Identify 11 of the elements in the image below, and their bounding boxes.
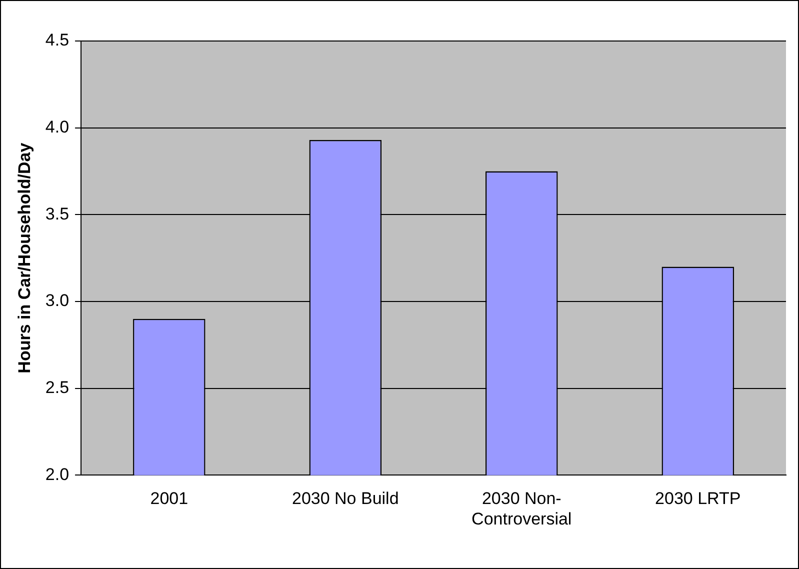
y-tick-label: 2.5: [45, 378, 70, 398]
y-tick-label: 2.0: [45, 464, 70, 484]
y-tick-label: 3.0: [45, 291, 70, 310]
y-tick-label: 4.0: [45, 118, 70, 137]
y-axis-title: Hours in Car/Household/Day: [14, 142, 34, 374]
x-tick-label: 2001: [150, 489, 188, 508]
x-tick-label: 2030 No Build: [292, 489, 399, 508]
y-tick-label: 3.5: [45, 204, 70, 224]
y-tick-label: 4.5: [45, 30, 70, 50]
x-tick-label: 2030 LRTP: [655, 489, 741, 508]
x-tick-label: 2030 Non-Controversial: [472, 489, 572, 528]
